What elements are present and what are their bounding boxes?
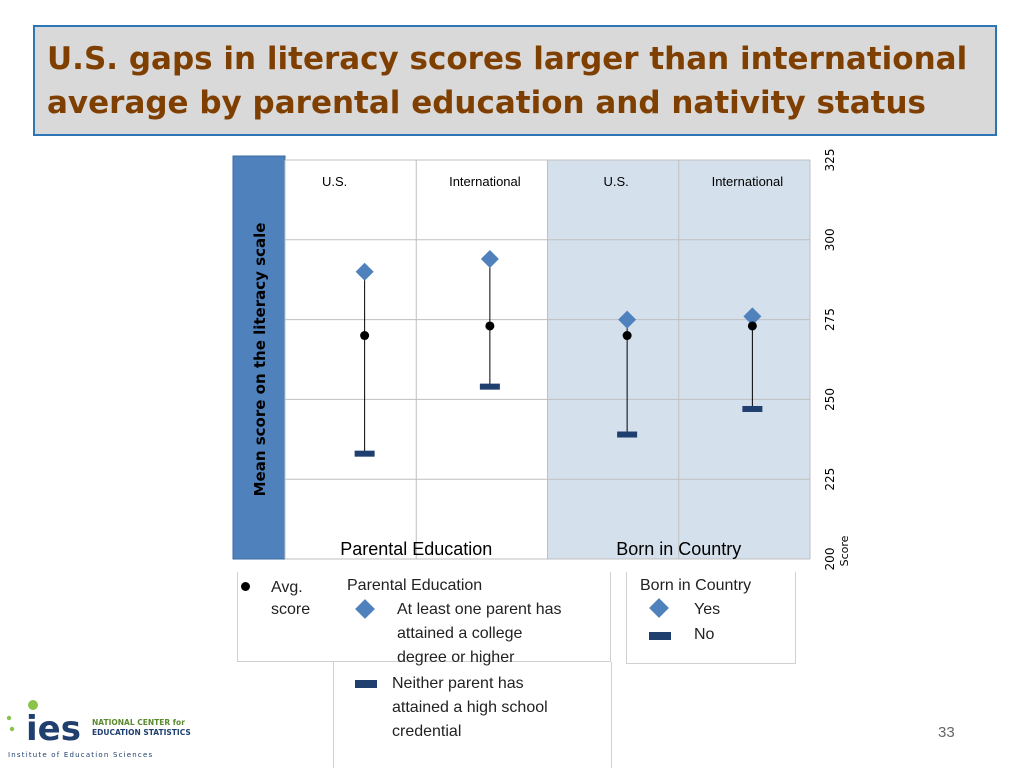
category-label-0: U.S. bbox=[322, 174, 347, 189]
logo-tagline: Institute of Education Sciences bbox=[8, 751, 153, 759]
y-tick-325: 325 bbox=[823, 149, 837, 172]
legend-box-parental bbox=[237, 572, 611, 662]
avg-marker-3 bbox=[747, 321, 757, 331]
legend-parental-title: Parental Education bbox=[347, 577, 483, 594]
group-label-0: Parental Education bbox=[340, 539, 492, 559]
legend-born-dash-icon bbox=[649, 632, 671, 640]
legend-parental-yes-1: At least one parent has bbox=[397, 601, 562, 618]
category-label-3: International bbox=[712, 174, 784, 189]
yes-marker-2 bbox=[618, 310, 637, 329]
legend-divider-right bbox=[611, 662, 612, 768]
title-line-2: average by parental education and nativi… bbox=[47, 85, 926, 121]
logo-line-1: NATIONAL CENTER for bbox=[92, 718, 185, 727]
ylabel-bar bbox=[232, 155, 286, 560]
ies-logo: ies NATIONAL CENTER for EDUCATION STATIS… bbox=[6, 700, 191, 759]
legend-divider-left bbox=[333, 662, 334, 768]
logo-line-2: EDUCATION STATISTICS bbox=[92, 728, 191, 737]
y-axis-title: Score bbox=[838, 535, 851, 566]
y-axis-label: Mean score on the literacy scale bbox=[251, 223, 269, 497]
legend-born-yes: Yes bbox=[694, 601, 721, 618]
y-tick-250: 250 bbox=[823, 388, 837, 411]
page-number: 33 bbox=[938, 724, 955, 741]
no-marker-1 bbox=[479, 383, 500, 390]
yes-marker-3 bbox=[743, 307, 762, 326]
legend-parental-yes-2: attained a college bbox=[397, 625, 523, 642]
legend-dash-icon bbox=[355, 680, 377, 688]
y-tick-200: 200 bbox=[823, 548, 837, 571]
legend-parental-no-3: credential bbox=[392, 723, 462, 740]
legend-born-title: Born in Country bbox=[640, 577, 752, 594]
logo-ies-text: ies bbox=[26, 709, 81, 749]
slide-title: U.S. gaps in literacy scores larger than… bbox=[47, 37, 977, 125]
no-marker-3 bbox=[742, 405, 763, 412]
legend-avg-label-2: score bbox=[271, 601, 311, 618]
category-label-2: U.S. bbox=[603, 174, 628, 189]
avg-marker-1 bbox=[485, 321, 495, 331]
avg-marker-2 bbox=[622, 331, 632, 341]
title-box: U.S. gaps in literacy scores larger than… bbox=[33, 25, 997, 136]
legend-box-born bbox=[626, 572, 796, 664]
no-marker-0 bbox=[354, 450, 375, 457]
yes-marker-0 bbox=[355, 262, 374, 281]
y-tick-225: 225 bbox=[823, 468, 837, 491]
avg-marker-0 bbox=[360, 331, 370, 341]
y-tick-275: 275 bbox=[823, 308, 837, 331]
yes-marker-1 bbox=[480, 249, 499, 268]
title-line-1: U.S. gaps in literacy scores larger than… bbox=[47, 41, 968, 77]
y-tick-300: 300 bbox=[823, 228, 837, 251]
legend-parental-yes-3: degree or higher bbox=[397, 649, 515, 666]
legend-parental-no-2: attained a high school bbox=[392, 699, 548, 716]
legend-parental-no-1: Neither parent has bbox=[392, 675, 524, 692]
no-marker-2 bbox=[617, 431, 638, 438]
legend-avg-label-1: Avg. bbox=[271, 579, 303, 596]
legend-born-no: No bbox=[694, 626, 715, 643]
group-label-1: Born in Country bbox=[616, 539, 741, 559]
legend-avg-marker bbox=[241, 582, 250, 591]
category-label-1: International bbox=[449, 174, 521, 189]
